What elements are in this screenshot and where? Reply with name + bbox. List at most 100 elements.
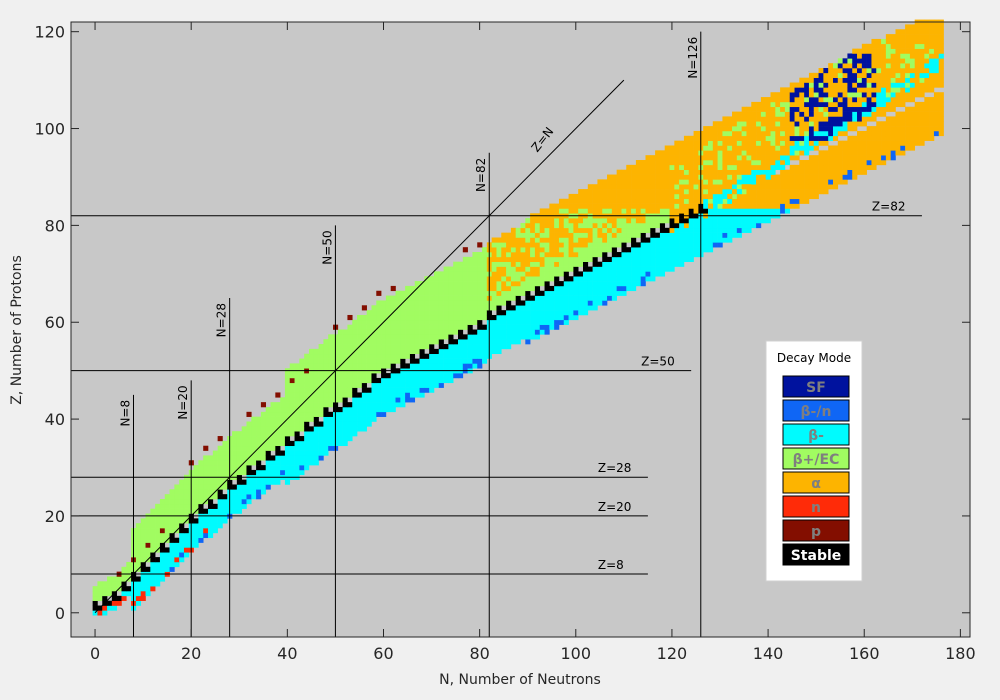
nuclide-cell bbox=[847, 58, 853, 64]
nuclide-cell bbox=[597, 237, 603, 243]
nuclide-cell bbox=[871, 53, 877, 59]
nuclide-cell bbox=[650, 203, 656, 209]
nuclide-cell bbox=[534, 285, 541, 292]
nuclide-cell bbox=[308, 406, 315, 413]
nuclide-cell bbox=[732, 145, 738, 151]
nuclide-cell bbox=[669, 150, 675, 156]
nuclide-cell bbox=[275, 411, 281, 417]
nuclide-cell bbox=[583, 193, 589, 200]
nuclide-cell bbox=[337, 344, 343, 350]
nuclide-cell bbox=[313, 450, 319, 456]
nuclide-cell bbox=[482, 252, 488, 258]
nuclide-cell bbox=[506, 252, 512, 258]
nuclide-cell bbox=[477, 305, 483, 311]
nuclide-cell bbox=[933, 77, 940, 83]
nuclide-cell bbox=[751, 101, 757, 108]
nuclide-cell bbox=[405, 353, 411, 359]
nuclide-cell bbox=[732, 121, 738, 127]
nuclide-cell bbox=[587, 189, 593, 195]
nuclide-cell bbox=[563, 232, 569, 238]
nuclide-cell bbox=[462, 334, 468, 340]
nuclide-cell bbox=[501, 237, 507, 243]
nuclide-cell bbox=[554, 227, 560, 233]
nuclide-cell bbox=[712, 130, 718, 137]
nuclide-cell bbox=[679, 150, 685, 156]
nuclide-cell bbox=[491, 271, 497, 277]
nuclide-cell bbox=[246, 479, 252, 485]
nuclide-cell bbox=[650, 184, 656, 190]
nuclide-cell bbox=[510, 261, 516, 267]
nuclide-cell bbox=[847, 101, 853, 108]
nuclide-cell bbox=[707, 150, 714, 156]
nuclide-cell bbox=[381, 339, 387, 345]
nuclide-cell bbox=[703, 208, 709, 214]
nuclide-cell bbox=[866, 53, 872, 59]
nuclide-cell bbox=[611, 227, 617, 233]
nuclide-cell bbox=[683, 208, 690, 214]
nuclide-cell bbox=[592, 193, 598, 200]
nuclide-cell bbox=[909, 87, 916, 93]
nuclide-cell bbox=[265, 411, 271, 417]
nuclide-cell bbox=[342, 416, 348, 422]
nuclide-cell bbox=[304, 377, 310, 384]
nuclide-cell bbox=[852, 116, 858, 122]
nuclide-cell bbox=[919, 140, 925, 146]
nuclide-cell bbox=[429, 319, 435, 325]
nuclide-cell bbox=[688, 169, 694, 175]
nuclide-cell bbox=[289, 469, 295, 476]
nuclide-cell bbox=[438, 348, 444, 355]
nuclide-cell bbox=[409, 314, 416, 321]
nuclide-cell bbox=[881, 77, 887, 83]
nuclide-cell bbox=[164, 557, 170, 563]
nuclide-cell bbox=[323, 373, 329, 379]
nuclide-cell bbox=[174, 547, 180, 553]
nuclide-cell bbox=[395, 324, 401, 330]
nuclide-cell bbox=[453, 314, 459, 321]
nuclide-cell bbox=[395, 373, 401, 379]
nuclide-cell bbox=[477, 256, 483, 262]
nuclide-cell bbox=[933, 121, 940, 127]
nuclide-cell bbox=[640, 189, 646, 195]
nuclide-cell bbox=[707, 208, 714, 214]
nuclide-cell bbox=[852, 48, 858, 54]
nuclide-cell bbox=[299, 436, 305, 442]
nuclide-cell bbox=[549, 271, 555, 277]
nuclide-cell bbox=[933, 53, 940, 59]
nuclide-cell bbox=[905, 111, 911, 117]
nuclide-cell bbox=[929, 97, 935, 103]
nuclide-cell bbox=[472, 256, 478, 262]
nuclide-cell bbox=[328, 348, 334, 355]
nuclide-cell bbox=[361, 348, 367, 355]
nuclide-cell bbox=[828, 174, 834, 180]
y-tick-label: 20 bbox=[45, 507, 65, 526]
nuclide-cell bbox=[621, 218, 627, 224]
nuclide-cell bbox=[823, 184, 829, 190]
nuclide-cell bbox=[645, 242, 651, 248]
nuclide-cell bbox=[861, 77, 867, 83]
nuclide-cell bbox=[881, 92, 887, 98]
nuclide-cell bbox=[510, 237, 516, 243]
nuclide-cell bbox=[390, 319, 396, 325]
nuclide-cell bbox=[284, 406, 291, 413]
nuclide-cell bbox=[400, 295, 406, 301]
nuclide-cell bbox=[520, 232, 526, 238]
nuclide-cell bbox=[140, 576, 146, 582]
nuclide-cell bbox=[294, 421, 300, 427]
nuclide-cell bbox=[847, 145, 853, 151]
nuclide-cell bbox=[938, 58, 944, 64]
nuclide-cell bbox=[520, 276, 526, 282]
nuclide-cell bbox=[732, 218, 738, 224]
nuclide-cell bbox=[871, 111, 877, 117]
nuclide-cell bbox=[780, 160, 786, 166]
nuclide-cell bbox=[381, 402, 387, 408]
nuclide-cell bbox=[381, 397, 387, 403]
nuclide-cell bbox=[236, 469, 242, 476]
nuclide-cell bbox=[736, 164, 742, 170]
nuclide-cell bbox=[616, 271, 622, 277]
nuclide-cell bbox=[592, 300, 598, 306]
nuclide-cell bbox=[433, 348, 440, 355]
nuclide-cell bbox=[900, 72, 906, 78]
nuclide-cell bbox=[568, 305, 574, 311]
nuclide-cell bbox=[909, 38, 916, 45]
nuclide-cell bbox=[212, 484, 218, 490]
